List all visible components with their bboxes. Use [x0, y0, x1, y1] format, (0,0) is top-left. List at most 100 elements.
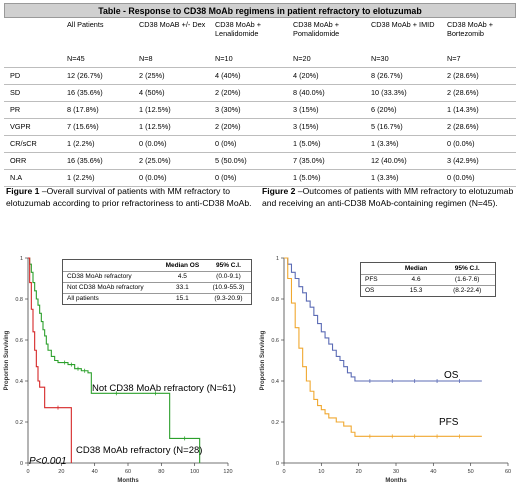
- inset-value: (10.9-55.3): [205, 282, 251, 294]
- table-cell: 12 (40.0%): [368, 152, 444, 170]
- inset-label: OS: [365, 287, 375, 295]
- table-cell: 1 (5.0%): [290, 135, 368, 153]
- table-cell: 1 (2.2%): [64, 169, 136, 187]
- table-cell: N=45: [64, 50, 136, 68]
- table-cell: 1 (5.0%): [290, 169, 368, 187]
- inset-value: 4.5: [158, 271, 206, 283]
- table-cell: 16 (35.6%): [64, 84, 136, 102]
- table-cell: 0 (0.0%): [444, 135, 516, 153]
- table-cell: 2 (28.6%): [444, 84, 516, 102]
- y-tick-label: 0.2: [271, 420, 279, 426]
- table-cell: 6 (20%): [368, 101, 444, 119]
- y-tick-label: 0.6: [15, 338, 23, 344]
- figure2-caption-text: –Outcomes of patients with MM refractory…: [262, 186, 514, 208]
- col-header: CD38 MoAb + Bortezomib: [447, 20, 494, 38]
- table-cell: 0 (0%): [212, 169, 290, 187]
- row-label: PD: [4, 67, 64, 85]
- inset-header: [361, 263, 393, 275]
- table-cell: 3 (15%): [290, 118, 368, 136]
- series-label: CD38 MoAb refractory (N=28): [76, 445, 202, 456]
- figure2-label: Figure 2: [262, 186, 296, 196]
- row-label: SD: [4, 84, 64, 102]
- col-header: CD38 MoAb + Lenalidomide: [215, 20, 262, 38]
- table-cell: N=7: [444, 50, 516, 68]
- figure1-median-table: Median OS 95% C.I. CD38 MoAb refractory …: [62, 259, 252, 305]
- figure2-caption: Figure 2 –Outcomes of patients with MM r…: [262, 185, 518, 209]
- figure1-label: Figure 1: [6, 186, 40, 196]
- inset-header: Median OS: [158, 260, 206, 272]
- table-row: ORR 16 (35.6%) 2 (25.0%) 5 (50.0%) 7 (35…: [4, 152, 516, 170]
- table-cell: 1 (3.3%): [368, 135, 444, 153]
- inset-header: 95% C.I.: [439, 263, 495, 275]
- table-cell: 12 (26.7%): [64, 67, 136, 85]
- table-cell: 5 (16.7%): [368, 118, 444, 136]
- km-series-line: [28, 257, 72, 463]
- table-cell: 1 (14.3%): [444, 101, 516, 119]
- col-header: CD38 MoAb + Pomalidomide: [293, 20, 340, 38]
- row-label: N.A: [4, 169, 64, 187]
- table-cell: [4, 50, 64, 68]
- inset-label: All patients: [67, 295, 99, 303]
- figure2-km-chart: 00.20.40.60.810 10 20 30 40 50 60MonthsProport…: [260, 256, 511, 484]
- table-cell: 0 (0.0%): [136, 169, 212, 187]
- table-cell: 8 (26.7%): [368, 67, 444, 85]
- table-cell: 2 (25%): [136, 67, 212, 85]
- col-header: CD38 MoAb + IMID: [371, 20, 435, 29]
- km-series-line: [284, 257, 482, 382]
- table-header-row: All Patients CD38 MoAB +/- Dex CD38 MoAb…: [4, 18, 516, 50]
- table-cell: 7 (15.6%): [64, 118, 136, 136]
- km-series-line: [284, 257, 482, 437]
- inset-label: Not CD38 MoAb refractory: [63, 282, 159, 294]
- table-cell: 3 (30%): [212, 101, 290, 119]
- y-tick-label: 1: [20, 256, 23, 262]
- x-tick-label: 80: [158, 469, 164, 475]
- col-header: [4, 18, 64, 50]
- row-label: CR/sCR: [4, 135, 64, 153]
- table-cell: 8 (17.8%): [64, 101, 136, 119]
- inset-value: 33.1: [158, 282, 206, 294]
- inset-value: (8.2-22.4): [453, 287, 482, 295]
- x-tick-label: 120: [223, 469, 232, 475]
- col-header: CD38 MoAB +/- Dex: [139, 20, 206, 29]
- table-cell: N=8: [136, 50, 212, 68]
- table-cell: 5 (50.0%): [212, 152, 290, 170]
- y-tick-label: 0.8: [271, 297, 279, 303]
- x-tick-label: 20: [58, 469, 64, 475]
- response-table: Table - Response to CD38 MoAb regimens i…: [4, 3, 516, 187]
- y-tick-label: 0.6: [271, 338, 279, 344]
- table-cell: 8 (40.0%): [290, 84, 368, 102]
- table-cell: 1 (12.5%): [136, 118, 212, 136]
- x-tick-label: 20: [356, 469, 362, 475]
- table-cell: 2 (20%): [212, 118, 290, 136]
- inset-value: 15.3: [409, 287, 423, 295]
- figure1-caption-text: –Overall survival of patients with MM re…: [6, 186, 252, 208]
- y-tick-label: 0.4: [15, 379, 23, 385]
- table-cell: 1 (12.5%): [136, 101, 212, 119]
- y-tick-label: 0: [20, 461, 23, 467]
- x-tick-label: 60: [505, 469, 511, 475]
- series-label: PFS: [439, 417, 459, 428]
- inset-header: [63, 260, 159, 272]
- x-tick-label: 50: [468, 469, 474, 475]
- table-cell: 3 (15%): [290, 101, 368, 119]
- table-cell: 4 (20%): [290, 67, 368, 85]
- table-cell: 0 (0.0%): [136, 135, 212, 153]
- inset-label: CD38 MoAb refractory: [63, 271, 159, 283]
- table-cell: 2 (28.6%): [444, 118, 516, 136]
- table-cell: N=20: [290, 50, 368, 68]
- table-cell: 3 (42.9%): [444, 152, 516, 170]
- y-tick-label: 0.4: [271, 379, 279, 385]
- x-tick-label: 30: [393, 469, 399, 475]
- table-n-row: N=45 N=8 N=10 N=20 N=30 N=7: [4, 50, 516, 68]
- row-label: PR: [4, 101, 64, 119]
- inset-value: (0.0-9.1): [205, 271, 251, 283]
- table-cell: 4 (40%): [212, 67, 290, 85]
- inset-value: (1.6-7.6): [439, 274, 495, 286]
- inset-value: 15.1: [176, 295, 189, 303]
- inset-header: Median: [392, 263, 440, 275]
- row-label: VGPR: [4, 118, 64, 136]
- x-tick-label: 0: [26, 469, 29, 475]
- series-label: Not CD38 MoAb refractory (N=61): [92, 383, 236, 394]
- inset-header: 95% C.I.: [205, 260, 251, 272]
- y-axis-label: Proportion Surviving: [4, 330, 10, 390]
